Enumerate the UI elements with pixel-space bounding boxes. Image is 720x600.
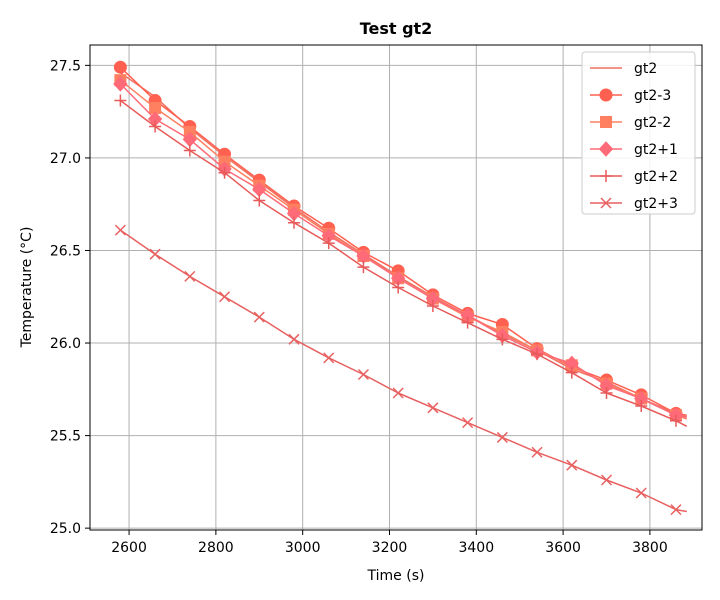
x-axis-label: Time (s)	[367, 568, 425, 584]
legend-label-gt2: gt2	[634, 61, 657, 77]
data-point-gt2-3-3460	[496, 431, 508, 443]
series-gt2-2	[114, 94, 688, 427]
data-point-gt2-3-3220	[392, 387, 404, 399]
data-point-gt2-3-3300	[427, 402, 439, 414]
data-point-gt2-3-3140	[357, 368, 369, 381]
data-point-gt2-2-2980	[288, 216, 300, 229]
series-line-gt2-1	[119, 83, 687, 418]
data-point-gt2-3-3860	[670, 504, 682, 516]
data-point-gt2-3-3380	[462, 417, 474, 429]
y-tick-label-26: 26.0	[50, 336, 81, 352]
data-point-gt2-2-2660	[149, 120, 162, 133]
x-tick-label-3000: 3000	[285, 540, 321, 556]
data-point-gt2-3-3540	[531, 446, 543, 458]
data-point-gt2-3-3060	[323, 352, 335, 364]
y-tick-label-25: 25.0	[50, 521, 81, 537]
data-point-gt2-2-3140	[357, 261, 370, 274]
y-tick-label-27: 27.0	[50, 151, 81, 167]
data-point-gt2-3-2580	[114, 224, 126, 236]
data-point-gt2-2-3860	[669, 414, 682, 427]
data-point-gt2-2-3380	[461, 316, 474, 329]
legend-marker-gt2-2	[600, 116, 612, 128]
legend-marker-gt2-3	[600, 197, 612, 209]
data-point-gt2-2-3780	[635, 399, 648, 412]
data-point-gt2-3-3700	[600, 474, 613, 486]
data-point-gt2-2-3460	[496, 333, 509, 346]
data-point-gt2-3-2580	[113, 60, 127, 74]
legend-label-gt2-3: gt2-3	[634, 88, 671, 104]
data-point-gt2-2-2740	[183, 144, 196, 157]
data-point-gt2-3-2660	[149, 248, 161, 260]
legend-entry-gt2-2: gt2+2	[590, 169, 678, 185]
series-layer	[113, 60, 688, 516]
data-point-gt2-2-3540	[531, 348, 544, 361]
series-line-gt2-2	[119, 99, 688, 427]
data-point-gt2-3-2820	[219, 291, 231, 303]
data-point-gt2-3-3620	[566, 459, 578, 471]
data-point-gt2-2-3220	[392, 281, 405, 294]
data-point-gt2-2-3060	[322, 237, 335, 250]
legend-entry-gt2-2: gt2-2	[590, 115, 671, 131]
data-point-gt2-3-3780	[635, 487, 647, 499]
data-point-gt2-2-3700	[600, 387, 613, 400]
data-point-gt2-3-2900	[253, 311, 265, 323]
legend-label-gt2-1: gt2+1	[634, 142, 678, 158]
y-tick-label-25-5: 25.5	[50, 429, 81, 445]
legend-label-gt2-3: gt2+3	[634, 196, 678, 212]
legend-entry-gt2-1: gt2+1	[590, 141, 678, 158]
chart-title: Test gt2	[360, 19, 433, 38]
legend-entry-gt2-3: gt2-3	[590, 88, 671, 104]
legend-label-gt2-2: gt2-2	[634, 115, 671, 131]
y-tick-label-27-5: 27.5	[50, 58, 81, 74]
data-point-gt2-3-2740	[184, 270, 196, 282]
grid	[90, 45, 702, 530]
legend-marker-gt2-1	[598, 141, 614, 157]
ticks: 2600 2800 3000 3200 3400 3600 3800 25.0 25.5 26.0…	[50, 58, 668, 556]
y-tick-label-26-5: 26.5	[50, 243, 81, 259]
data-point-gt2-2-3300	[426, 300, 439, 313]
x-tick-label-3600: 3600	[545, 540, 581, 556]
data-point-gt2-2-2820	[218, 166, 231, 179]
legend-entry-gt2-3: gt2+3	[590, 196, 678, 212]
x-tick-label-3800: 3800	[632, 540, 668, 556]
data-point-gt2-2-3620	[565, 366, 578, 379]
x-tick-label-2600: 2600	[111, 540, 147, 556]
data-point-gt2-1-2580	[113, 76, 128, 92]
series-line-gt2-3	[119, 229, 687, 513]
plot-frame	[89, 44, 703, 531]
legend-marker-gt2-2	[600, 170, 612, 182]
legend-label-gt2-2: gt2+2	[634, 169, 678, 185]
series-gt2-3	[114, 224, 687, 516]
y-axis-label: Temperature (°C)	[19, 227, 35, 349]
legend-marker-gt2-3	[599, 88, 613, 102]
x-tick-label-3400: 3400	[458, 540, 494, 556]
x-tick-label-3200: 3200	[372, 540, 408, 556]
data-point-gt2-2-2580	[114, 94, 127, 107]
data-point-gt2-3-2980	[288, 333, 300, 345]
x-tick-label-2800: 2800	[198, 540, 234, 556]
legend: gt2 gt2-3 gt2-2 gt2+1 gt2+2 gt2+3	[581, 51, 696, 215]
legend-entry-gt2: gt2	[590, 61, 657, 77]
data-point-gt2-2-2900	[253, 194, 266, 207]
